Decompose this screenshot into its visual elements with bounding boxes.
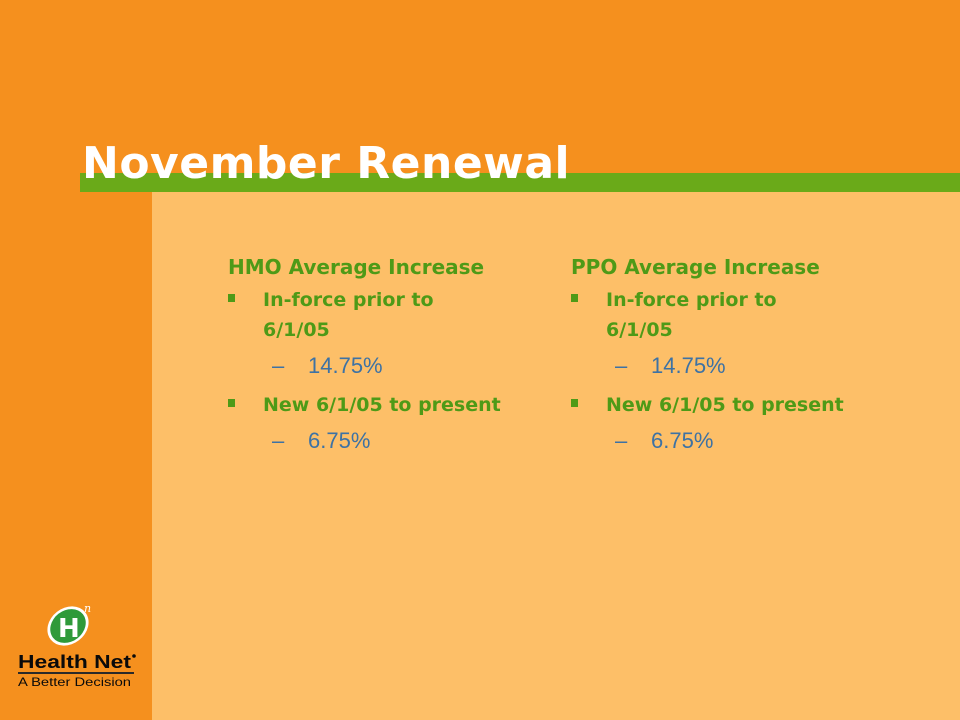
bullet-item: In-force prior to 6/1/05 [571, 285, 846, 345]
increase-value: 14.75% [308, 353, 383, 378]
logo-brand: Health Net [18, 652, 131, 672]
square-bullet-icon [228, 399, 235, 407]
bullet-text: New 6/1/05 to present [606, 394, 844, 416]
bullet-text: In-force prior to 6/1/05 [263, 289, 434, 341]
sub-item: – 14.75% [571, 351, 881, 381]
bullet-text: New 6/1/05 to present [263, 394, 501, 416]
increase-value: 6.75% [651, 428, 714, 453]
logo-tagline: A Better Decision [18, 675, 131, 689]
square-bullet-icon [571, 294, 578, 302]
content-panel [152, 191, 960, 720]
dash-marker: – [272, 428, 285, 453]
title-underline-bar [80, 173, 960, 192]
hmo-column: HMO Average Increase In-force prior to 6… [228, 253, 538, 465]
increase-value: 14.75% [651, 353, 726, 378]
bullet-item: New 6/1/05 to present [571, 390, 846, 420]
logo-superscript: n [84, 602, 91, 615]
health-net-logo: H n Health Net A Better Decision [18, 602, 136, 689]
increase-value: 6.75% [308, 428, 371, 453]
ppo-column: PPO Average Increase In-force prior to 6… [571, 253, 881, 465]
sub-item: – 6.75% [571, 426, 881, 456]
logo-leaf-mark: H n [47, 602, 91, 646]
logo-monogram: H [58, 614, 80, 644]
square-bullet-icon [228, 294, 235, 302]
square-bullet-icon [571, 399, 578, 407]
bullet-item: In-force prior to 6/1/05 [228, 285, 503, 345]
slide-title: November Renewal [82, 138, 571, 189]
column-heading: HMO Average Increase [228, 255, 485, 279]
dash-marker: – [615, 353, 628, 378]
bullet-item: New 6/1/05 to present [228, 390, 503, 420]
sub-item: – 6.75% [228, 426, 538, 456]
dash-marker: – [615, 428, 628, 453]
sub-item: – 14.75% [228, 351, 538, 381]
column-heading: PPO Average Increase [571, 255, 820, 279]
bullet-text: In-force prior to 6/1/05 [606, 289, 777, 341]
dash-marker: – [272, 353, 285, 378]
